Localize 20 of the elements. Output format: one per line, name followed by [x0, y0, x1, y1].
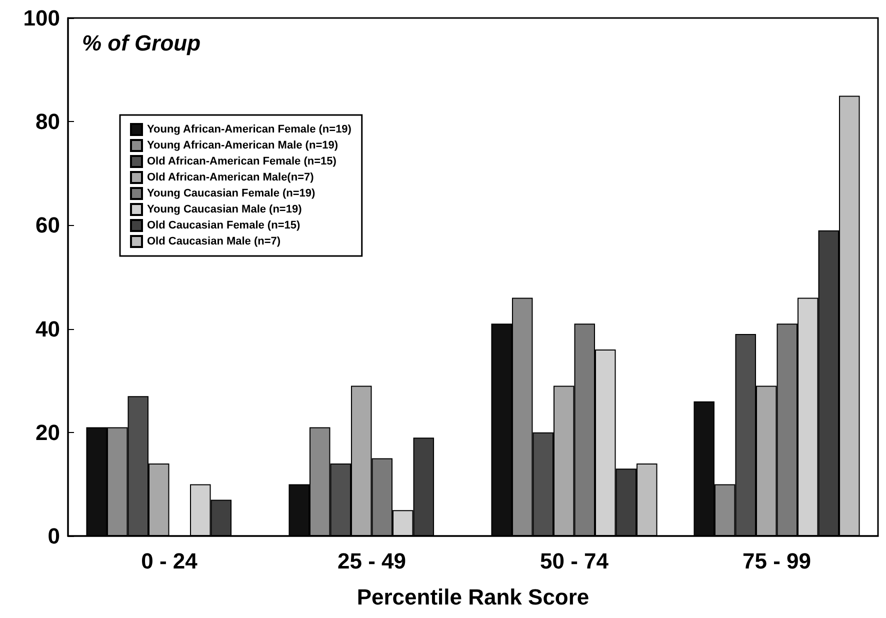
- x-tick-label: 25 - 49: [338, 548, 406, 574]
- x-tick-label: 50 - 74: [540, 548, 610, 574]
- x-tick-label: 0 - 24: [141, 548, 198, 574]
- y-tick-label: 100: [23, 6, 60, 30]
- legend-label: Young African-American Male (n=19): [147, 140, 338, 152]
- y-tick-label: 40: [36, 316, 60, 342]
- legend-label: Old Caucasian Female (n=15): [147, 220, 300, 232]
- legend-label: Young African-American Female (n=19): [147, 124, 352, 136]
- x-axis-title: Percentile Rank Score: [356, 584, 590, 610]
- legend-label: Young Caucasian Female (n=19): [147, 188, 316, 200]
- y-tick-label: 80: [36, 109, 60, 134]
- x-tick-label: 75 - 99: [742, 548, 811, 574]
- y-tick-label: 60: [36, 212, 60, 238]
- legend-label: Old African-American Male(n=7): [147, 172, 314, 184]
- y-tick-label: 20: [36, 420, 60, 445]
- y-tick-label: 0: [48, 524, 60, 548]
- y-axis-title: % of Group: [82, 30, 201, 56]
- legend-label: Old African-American Female (n=15): [147, 156, 337, 168]
- legend-label: Old Caucasian Male (n=7): [147, 236, 281, 248]
- legend-label: Young Caucasian Male (n=19): [147, 204, 302, 216]
